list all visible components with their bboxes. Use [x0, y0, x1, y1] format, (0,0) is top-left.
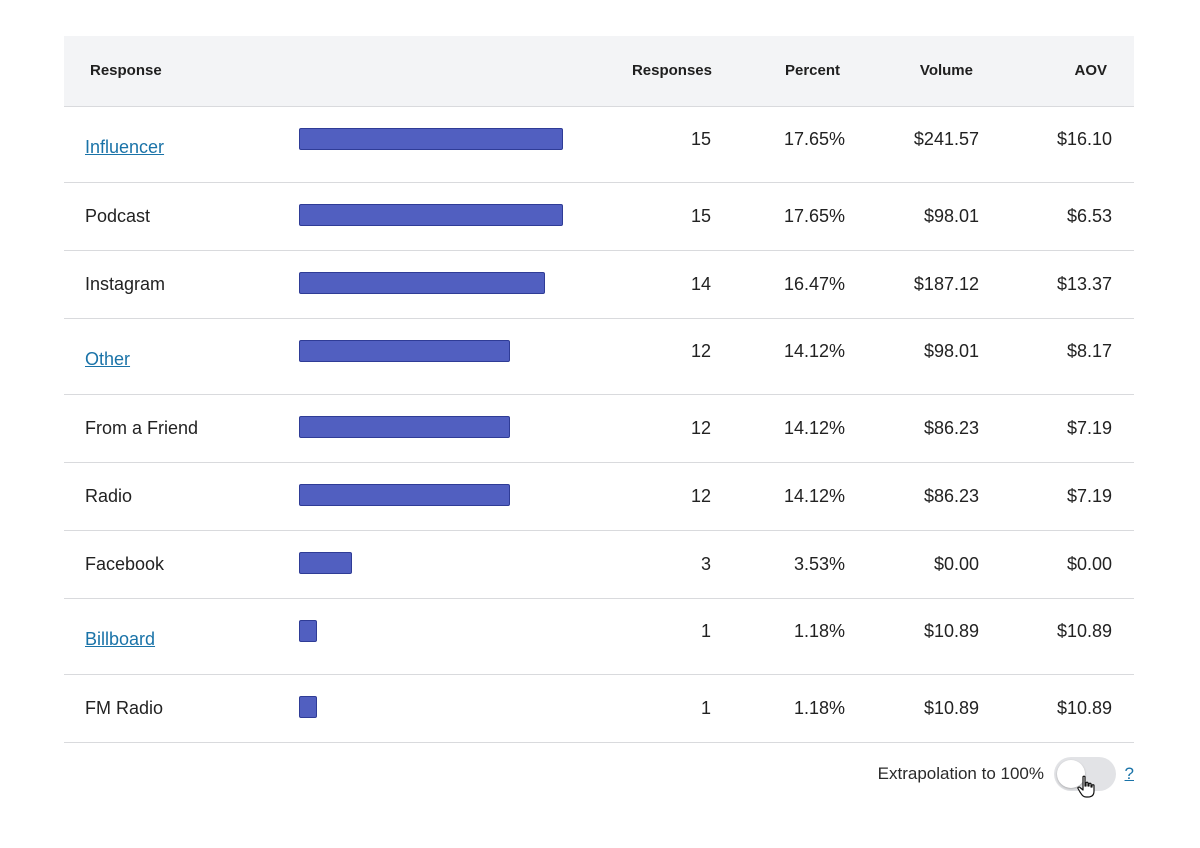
- percent-value: 1.18%: [793, 698, 845, 718]
- percent-value: 17.65%: [783, 129, 845, 149]
- volume-value: $86.23: [923, 486, 979, 506]
- table-row: Podcast 15 17.65% $98.01 $6.53: [64, 183, 1134, 251]
- toggle-knob: [1057, 760, 1085, 788]
- response-label: FM Radio: [85, 698, 164, 718]
- table-row: Billboard 1 1.18% $10.89 $10.89: [64, 599, 1134, 675]
- response-bar: [299, 620, 317, 642]
- response-bar: [299, 696, 317, 718]
- volume-value: $10.89: [923, 621, 979, 641]
- percent-value: 1.18%: [793, 621, 845, 641]
- header-responses: Responses: [631, 62, 712, 79]
- response-label: Instagram: [85, 274, 166, 294]
- responses-table: Response Responses Percent Volume AOV In…: [64, 36, 1134, 743]
- response-bar: [299, 204, 563, 226]
- table-row: FM Radio 1 1.18% $10.89 $10.89: [64, 675, 1134, 743]
- percent-value: 16.47%: [783, 274, 845, 294]
- response-label: Facebook: [85, 554, 165, 574]
- response-bar: [299, 484, 510, 506]
- hand-cursor-icon: [1077, 775, 1095, 798]
- aov-value: $8.17: [1066, 341, 1112, 361]
- responses-count: 1: [700, 698, 711, 718]
- response-link[interactable]: Billboard: [85, 629, 156, 649]
- volume-value: $187.12: [913, 274, 979, 294]
- volume-value: $0.00: [933, 554, 979, 574]
- response-link[interactable]: Influencer: [85, 137, 165, 157]
- aov-value: $10.89: [1056, 621, 1112, 641]
- aov-value: $10.89: [1056, 698, 1112, 718]
- aov-value: $13.37: [1056, 274, 1112, 294]
- responses-count: 15: [690, 206, 711, 226]
- aov-value: $0.00: [1066, 554, 1112, 574]
- volume-value: $241.57: [913, 129, 979, 149]
- response-bar: [299, 416, 510, 438]
- responses-count: 15: [690, 129, 711, 149]
- responses-count: 12: [690, 418, 711, 438]
- volume-value: $10.89: [923, 698, 979, 718]
- responses-count: 12: [690, 486, 711, 506]
- responses-count: 12: [690, 341, 711, 361]
- extrapolation-toggle[interactable]: [1054, 757, 1116, 798]
- header-percent: Percent: [784, 62, 840, 79]
- table-row: Other 12 14.12% $98.01 $8.17: [64, 319, 1134, 395]
- header-aov: AOV: [1074, 62, 1107, 79]
- response-label: Podcast: [85, 206, 151, 226]
- table-row: Instagram 14 16.47% $187.12 $13.37: [64, 251, 1134, 319]
- table-row: Radio 12 14.12% $86.23 $7.19: [64, 463, 1134, 531]
- response-label: Radio: [85, 486, 133, 506]
- table-body: Influencer 15 17.65% $241.57 $16.10 Podcast 15…: [64, 107, 1134, 743]
- response-bar: [299, 340, 510, 362]
- table-row: From a Friend 12 14.12% $86.23 $7.19: [64, 395, 1134, 463]
- response-label: From a Friend: [85, 418, 199, 438]
- aov-value: $6.53: [1066, 206, 1112, 226]
- table-row: Influencer 15 17.65% $241.57 $16.10: [64, 107, 1134, 183]
- help-link[interactable]: ?: [1124, 764, 1134, 783]
- percent-value: 17.65%: [783, 206, 845, 226]
- percent-value: 3.53%: [793, 554, 845, 574]
- table-row: Facebook 3 3.53% $0.00 $0.00: [64, 531, 1134, 599]
- aov-value: $16.10: [1056, 129, 1112, 149]
- aov-value: $7.19: [1066, 418, 1112, 438]
- responses-count: 3: [700, 554, 711, 574]
- responses-count: 14: [690, 274, 711, 294]
- header-response: Response: [90, 62, 162, 79]
- percent-value: 14.12%: [783, 486, 845, 506]
- response-bar: [299, 128, 563, 150]
- percent-value: 14.12%: [783, 341, 845, 361]
- header-volume: Volume: [919, 62, 973, 79]
- volume-value: $86.23: [923, 418, 979, 438]
- response-bar: [299, 552, 352, 574]
- aov-value: $7.19: [1066, 486, 1112, 506]
- volume-value: $98.01: [923, 206, 979, 226]
- table-header: Response Responses Percent Volume AOV: [64, 36, 1134, 107]
- extrapolation-label: Extrapolation to 100%: [877, 764, 1044, 783]
- percent-value: 14.12%: [783, 418, 845, 438]
- response-bar: [299, 272, 545, 294]
- volume-value: $98.01: [923, 341, 979, 361]
- responses-count: 1: [700, 621, 711, 641]
- table-footer: Extrapolation to 100% ?: [64, 744, 1134, 804]
- response-link[interactable]: Other: [85, 349, 131, 369]
